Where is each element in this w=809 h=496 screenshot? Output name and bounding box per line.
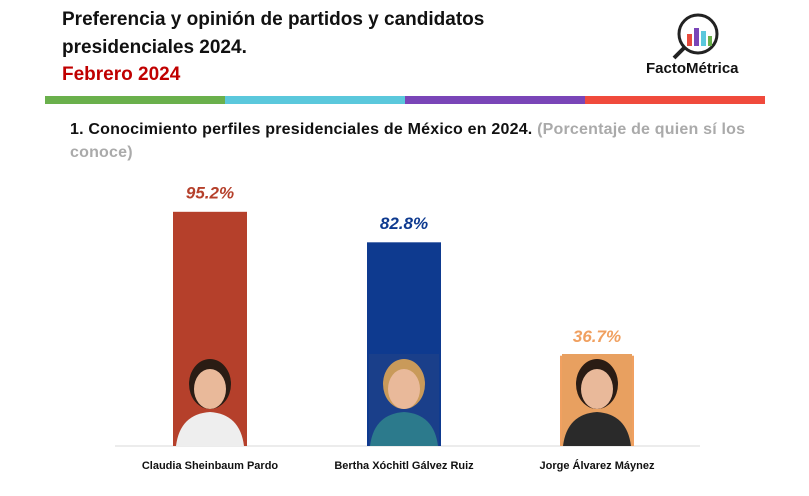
portrait <box>369 354 439 446</box>
chart-title: 1. Conocimiento perfiles presidenciales … <box>70 118 750 164</box>
color-stripe <box>45 96 765 104</box>
logo-icon <box>672 13 719 60</box>
header-date: Febrero 2024 <box>62 64 181 85</box>
header-title: Preferencia y opinión de partidos y cand… <box>62 9 485 58</box>
value-label: 82.8% <box>380 214 428 233</box>
value-label: 36.7% <box>573 327 621 346</box>
portrait-body <box>370 412 438 446</box>
portrait <box>562 354 632 446</box>
portrait <box>175 354 245 446</box>
brand: FactoMétrica <box>646 60 739 77</box>
chart-title-main: 1. Conocimiento perfiles presidenciales … <box>70 121 533 138</box>
portrait-face <box>194 369 226 409</box>
chart-subtitle: (Porcentaje de quien sí los conoce) <box>70 121 746 161</box>
portrait-body <box>563 412 631 446</box>
category-label: Bertha Xóchitl Gálvez Ruiz <box>334 460 474 472</box>
category-label: Jorge Álvarez Máynez <box>540 459 655 472</box>
portrait-face <box>581 369 613 409</box>
portrait-face <box>388 369 420 409</box>
portrait-body <box>176 412 244 446</box>
value-label: 95.2% <box>186 183 234 202</box>
category-label: Claudia Sheinbaum Pardo <box>142 460 279 472</box>
